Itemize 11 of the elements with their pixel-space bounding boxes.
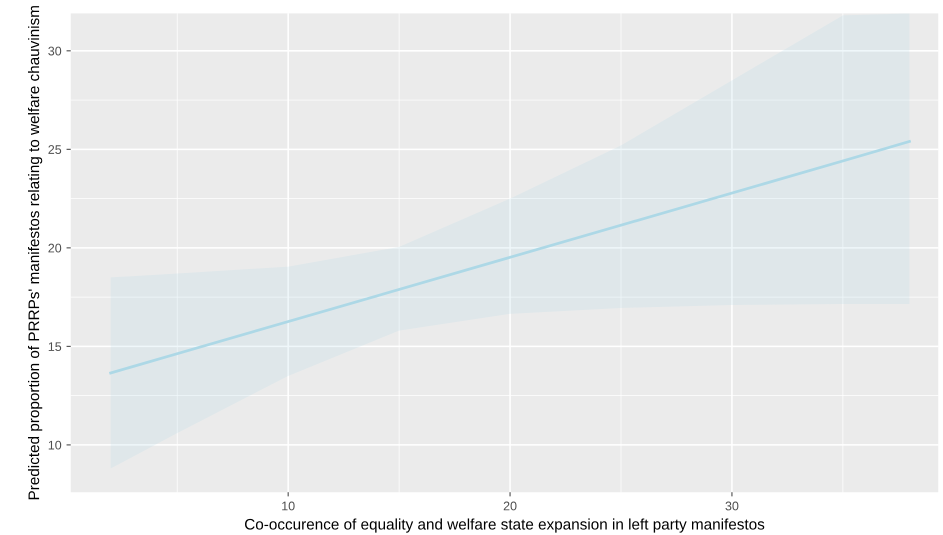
y-tick-label: 10 [48, 440, 62, 450]
y-tick-label: 30 [48, 46, 62, 56]
x-tick-label: 10 [282, 502, 295, 510]
x-axis-title: Co-occurence of equality and welfare state expansion in left party manifestos [245, 518, 764, 533]
x-tick-label: 30 [725, 502, 738, 510]
y-tick-label: 25 [48, 145, 62, 154]
y-axis-title: Predicted proportion of PRRPs' manifestos relating to welfare chauvinism [28, 6, 42, 500]
x-tick-label: 20 [504, 502, 517, 510]
y-tick-label: 15 [48, 342, 62, 352]
line-series [109, 140, 911, 374]
y-tick-label: 20 [48, 244, 62, 253]
